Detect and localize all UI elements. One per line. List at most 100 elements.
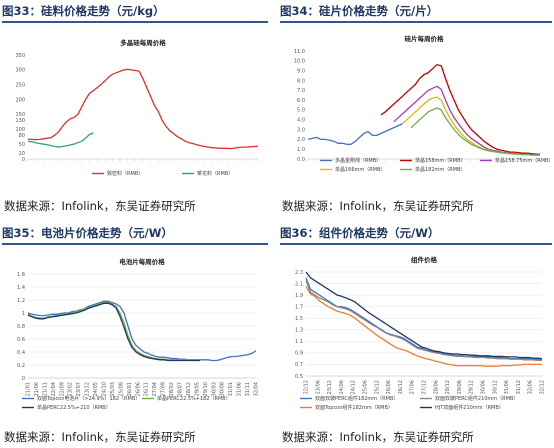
chart-title: 组件价格: [411, 255, 438, 264]
y-tick-label: 50: [19, 142, 25, 148]
series-line: [380, 64, 540, 155]
x-tick-label: 31/12: [516, 380, 522, 394]
legend-label: 双面Topcon组件182mm（RMB）: [315, 404, 393, 411]
y-tick-label: 3.0: [297, 127, 305, 133]
figure-34-rule: [280, 21, 552, 23]
x-tick-label: 24/10: [102, 382, 108, 396]
figure-33: 图33：硅料价格走势（元/kg） 多晶硅每周价格 0 20 50 80 100 130 150…: [2, 2, 268, 216]
y-tick-label: 1.0: [297, 147, 305, 153]
y-tick-label: 9.0: [297, 68, 305, 74]
x-tick-label: 29/12: [469, 380, 475, 394]
x-tick-label: 25/03: [110, 382, 116, 396]
y-tick-label: 1.9: [295, 293, 303, 299]
x-tick-label: 22/04: [51, 382, 57, 396]
series-line: [307, 123, 403, 145]
y-tick-label: 0.5: [295, 374, 303, 380]
series-line: [305, 277, 542, 360]
legend-label: 单晶PERC22.5%+210（RMB）: [37, 404, 111, 411]
y-tick-label: 0: [22, 376, 25, 382]
legend-label: 单晶182mm（RMB）: [415, 166, 466, 173]
x-tick-label: 24/12: [351, 380, 357, 394]
figure-36-rule: [280, 243, 552, 245]
x-tick-label: 30/03: [211, 382, 217, 396]
y-tick-label: 1.5: [295, 316, 303, 322]
x-tick-label: 22/12: [304, 380, 310, 394]
x-tick-label: 26/06: [135, 382, 141, 396]
y-tick-label: 4.0: [297, 118, 305, 124]
y-tick-label: 20: [19, 151, 25, 157]
x-tick-label: 26/12: [398, 380, 404, 394]
y-tick-label: 0.9: [295, 351, 303, 357]
y-tick-label: 1.7: [295, 304, 303, 310]
figure-36-source: 数据来源：Infolink，东吴证券研究所: [282, 430, 474, 444]
y-tick-label: 1: [22, 311, 25, 317]
module-price-chart: 组件价格 0.5 0.7 0.9 1.1 1.3 1.5 1.7 1.9 2.1 2.3 22/12 2…: [295, 255, 546, 411]
y-tick-label: 300: [15, 68, 25, 74]
chart-title: 多晶硅每周价格: [120, 38, 166, 47]
series-line: [27, 68, 259, 150]
figure-35-rule: [2, 243, 268, 245]
y-tick-label: 10.0: [294, 59, 305, 65]
legend-label: 双面双玻PERC组件210mm（RMB）: [435, 395, 518, 402]
y-tick-label: 1.3: [295, 328, 303, 334]
y-tick-label: 0.7: [295, 362, 303, 368]
series-line: [27, 302, 200, 362]
x-tick-label: 28/02: [169, 382, 175, 396]
y-tick-label: 2.3: [295, 270, 303, 276]
legend-label: 菜花料（RMB）: [197, 170, 233, 177]
y-tick-label: 100: [15, 127, 25, 133]
x-tick-label: 28/12: [186, 382, 192, 396]
legend-label: 单晶158.75mm（RMB）: [495, 157, 553, 164]
y-tick-label: 5.0: [297, 108, 305, 114]
x-tick-label: 25/12: [374, 380, 380, 394]
legend-label: 单晶158mm（RMB）: [415, 157, 466, 164]
y-tick-label: 0.0: [297, 157, 305, 163]
y-tick-label: 11.0: [294, 49, 305, 55]
figure-33-rule: [2, 21, 268, 23]
legend-label: 双面Topcon电池片（>24.9%）182（RMB）: [37, 395, 140, 402]
series-line: [27, 132, 94, 148]
y-tick-label: 0.2: [17, 363, 25, 369]
x-tick-label: 30/06: [481, 380, 487, 394]
x-tick-label: 26/11: [144, 382, 150, 396]
y-tick-label: 7.0: [297, 88, 305, 94]
x-tick-label: 28/06: [433, 380, 439, 394]
x-tick-label: 31/01: [228, 382, 234, 396]
y-tick-label: 1.1: [295, 339, 303, 345]
x-tick-label: 26/01: [127, 382, 133, 396]
x-tick-label: 31/06: [237, 382, 243, 396]
figure-34-source: 数据来源：Infolink，东吴证券研究所: [282, 199, 474, 213]
x-tick-label: 23/07: [76, 382, 82, 396]
y-tick-label: 1.2: [17, 298, 25, 304]
x-tick-label: 32/12: [540, 380, 546, 394]
series-line: [27, 301, 200, 361]
x-tick-label: 23/06: [315, 380, 321, 394]
x-tick-label: 25/08: [118, 382, 124, 396]
series-line: [393, 85, 540, 156]
figure-36: 图36：组件价格走势（元/W） 组件价格 0.5 0.7 0.9 1.1 1.3 1.5 1.…: [280, 224, 552, 446]
figure-34-title: 图34：硅片价格走势（元/片）: [280, 4, 439, 18]
y-tick-label: 0.6: [17, 337, 25, 343]
x-tick-label: 27/09: [161, 382, 167, 396]
y-tick-label: 150: [15, 112, 25, 118]
series-line: [402, 96, 540, 156]
figure-33-source: 数据来源：Infolink，东吴证券研究所: [4, 199, 196, 213]
figure-35-source: 数据来源：Infolink，东吴证券研究所: [4, 430, 196, 444]
figure-34: 图34：硅片价格走势（元/片） 硅片每周价格 0.0 1.0 2.0 3.0 4.0 5.0…: [280, 2, 553, 216]
y-tick-label: 1.4: [17, 285, 25, 291]
figure-36-title: 图36：组件价格走势（元/W）: [280, 226, 440, 240]
series-line: [305, 280, 542, 362]
y-tick-label: 250: [15, 83, 25, 89]
series-line: [410, 107, 540, 156]
x-tick-label: 23/02: [68, 382, 74, 396]
x-tick-label: 31/06: [504, 380, 510, 394]
y-tick-label: 2.1: [295, 281, 303, 287]
chart-title: 硅片每周价格: [405, 34, 445, 43]
x-tick-label: 26/06: [386, 380, 392, 394]
x-tick-label: 32/04: [254, 382, 260, 396]
x-tick-label: 27/04: [152, 382, 158, 396]
legend-label: HJT双面组件210mm（RMB）: [435, 404, 504, 411]
x-tick-label: 31/11: [245, 382, 251, 396]
series-line: [27, 300, 257, 362]
